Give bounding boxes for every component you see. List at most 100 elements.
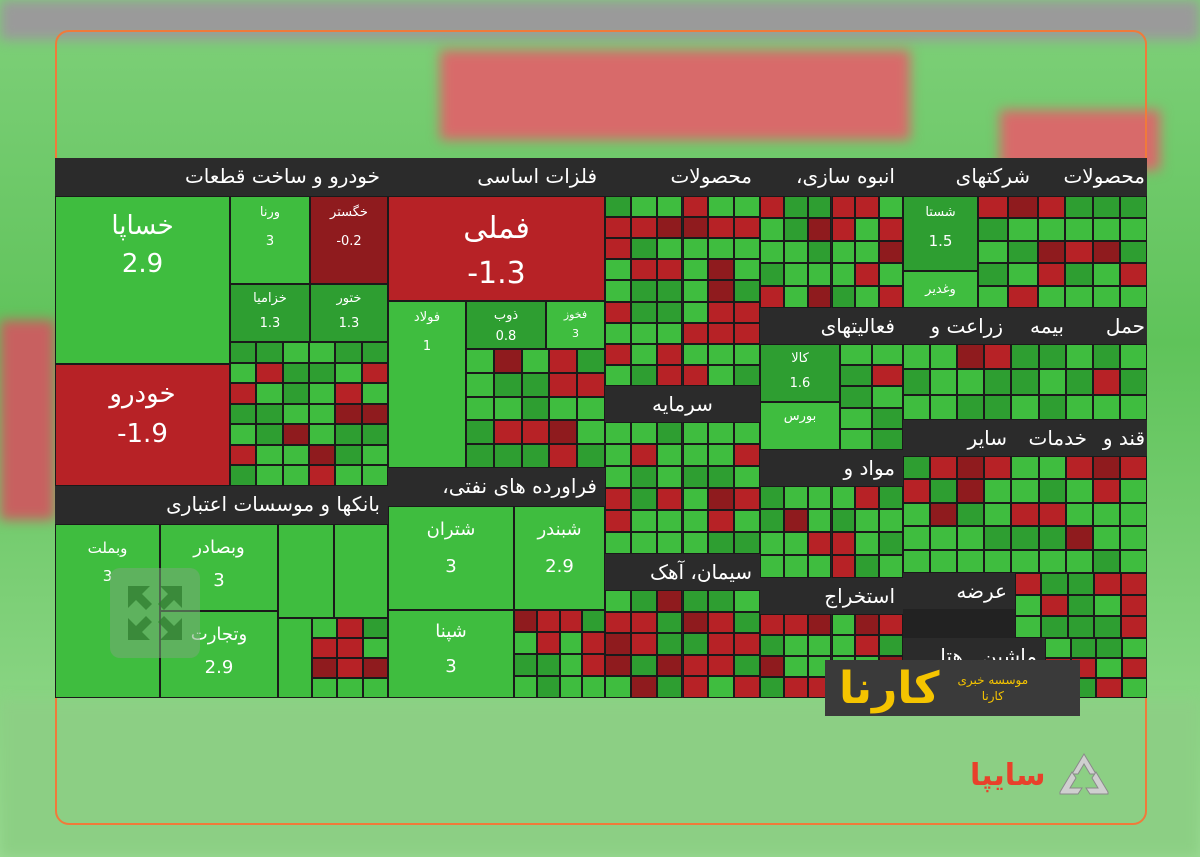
mini-tile[interactable] (1065, 479, 1093, 503)
mini-tile[interactable] (1015, 573, 1042, 595)
mini-tile[interactable] (903, 369, 931, 395)
mini-tile[interactable] (656, 611, 683, 634)
mini-tile[interactable] (630, 364, 657, 386)
mini-tile[interactable] (1119, 456, 1147, 480)
mini-tile[interactable] (855, 240, 880, 264)
mini-tile[interactable] (879, 285, 903, 308)
mini-tile[interactable] (605, 590, 631, 612)
mini-tile[interactable] (930, 502, 958, 527)
mini-tile[interactable] (630, 238, 657, 260)
mini-tile[interactable] (879, 635, 903, 656)
mini-tile[interactable] (335, 424, 362, 445)
tile-bank-small-1[interactable] (278, 524, 334, 618)
mini-tile[interactable] (309, 424, 336, 445)
mini-tile[interactable] (871, 365, 903, 387)
mini-tile[interactable] (734, 590, 760, 612)
mini-tile[interactable] (361, 424, 388, 445)
mini-tile[interactable] (855, 218, 880, 241)
mini-tile[interactable] (605, 611, 631, 634)
mini-tile[interactable] (1015, 616, 1042, 638)
mini-tile[interactable] (309, 403, 336, 425)
mini-tile[interactable] (734, 532, 760, 554)
mini-tile[interactable] (682, 196, 709, 218)
mini-tile[interactable] (831, 509, 856, 532)
mini-tile[interactable] (760, 486, 784, 509)
mini-tile[interactable] (903, 549, 931, 573)
tile-zob[interactable]: ذوب 0.8 (466, 301, 546, 349)
mini-tile[interactable] (361, 465, 388, 486)
tile-khzamia[interactable]: خزامیا 1.3 (230, 284, 310, 342)
mini-tile[interactable] (282, 342, 309, 363)
mini-tile[interactable] (734, 466, 760, 488)
mini-tile[interactable] (855, 614, 880, 635)
mini-tile[interactable] (1008, 285, 1038, 308)
tile-vghadir[interactable]: وغدیر (903, 271, 978, 308)
mini-tile[interactable] (840, 386, 872, 408)
mini-tile[interactable] (1121, 638, 1147, 658)
mini-tile[interactable] (1119, 240, 1147, 264)
mini-tile[interactable] (1008, 218, 1038, 241)
mini-tile[interactable] (630, 611, 657, 634)
mini-tile[interactable] (957, 549, 985, 573)
mini-tile[interactable] (1119, 479, 1147, 503)
mini-tile[interactable] (855, 486, 880, 509)
mini-tile[interactable] (466, 444, 494, 468)
mini-tile[interactable] (734, 633, 760, 655)
mini-tile[interactable] (978, 218, 1008, 241)
mini-tile[interactable] (760, 240, 784, 264)
mini-tile[interactable] (1092, 240, 1120, 264)
mini-tile[interactable] (1011, 549, 1039, 573)
mini-tile[interactable] (760, 218, 784, 241)
mini-tile[interactable] (783, 656, 808, 677)
mini-tile[interactable] (708, 280, 735, 302)
mini-tile[interactable] (630, 259, 657, 281)
mini-tile[interactable] (682, 444, 709, 466)
mini-tile[interactable] (1119, 285, 1147, 308)
mini-tile[interactable] (879, 532, 903, 555)
mini-tile[interactable] (1038, 285, 1066, 308)
mini-tile[interactable] (1065, 526, 1093, 550)
mini-tile[interactable] (734, 422, 760, 444)
mini-tile[interactable] (734, 611, 760, 634)
mini-tile[interactable] (734, 676, 760, 698)
mini-tile[interactable] (605, 343, 631, 365)
mini-tile[interactable] (656, 343, 683, 365)
mini-tile[interactable] (831, 635, 856, 656)
mini-tile[interactable] (807, 635, 832, 656)
mini-tile[interactable] (256, 342, 283, 363)
mini-tile[interactable] (309, 362, 336, 384)
mini-tile[interactable] (605, 322, 631, 344)
mini-tile[interactable] (230, 403, 257, 425)
mini-tile[interactable] (514, 676, 537, 698)
mini-tile[interactable] (256, 444, 283, 466)
mini-tile[interactable] (760, 285, 784, 308)
mini-tile[interactable] (1038, 369, 1066, 395)
mini-tile[interactable] (230, 465, 257, 486)
mini-tile[interactable] (536, 676, 560, 698)
mini-tile[interactable] (605, 633, 631, 655)
mini-tile[interactable] (1119, 344, 1147, 370)
mini-tile[interactable] (760, 555, 784, 578)
mini-tile[interactable] (930, 456, 958, 480)
mini-tile[interactable] (855, 532, 880, 555)
tile-khsapa[interactable]: خساپا 2.9 (55, 196, 230, 364)
mini-tile[interactable] (282, 383, 309, 404)
mini-tile[interactable] (831, 196, 856, 219)
mini-tile[interactable] (605, 654, 631, 677)
mini-tile[interactable] (1094, 616, 1121, 638)
mini-tile[interactable] (1011, 456, 1039, 480)
mini-tile[interactable] (630, 301, 657, 323)
mini-tile[interactable] (708, 590, 735, 612)
mini-tile[interactable] (1065, 456, 1093, 480)
mini-tile[interactable] (1119, 502, 1147, 527)
mini-tile[interactable] (734, 301, 760, 323)
mini-tile[interactable] (957, 394, 985, 420)
mini-tile[interactable] (362, 618, 388, 638)
mini-tile[interactable] (760, 532, 784, 555)
mini-tile[interactable] (682, 238, 709, 260)
mini-tile[interactable] (682, 217, 709, 239)
mini-tile[interactable] (630, 444, 657, 466)
mini-tile[interactable] (807, 532, 832, 555)
mini-tile[interactable] (521, 349, 550, 373)
mini-tile[interactable] (282, 362, 309, 384)
